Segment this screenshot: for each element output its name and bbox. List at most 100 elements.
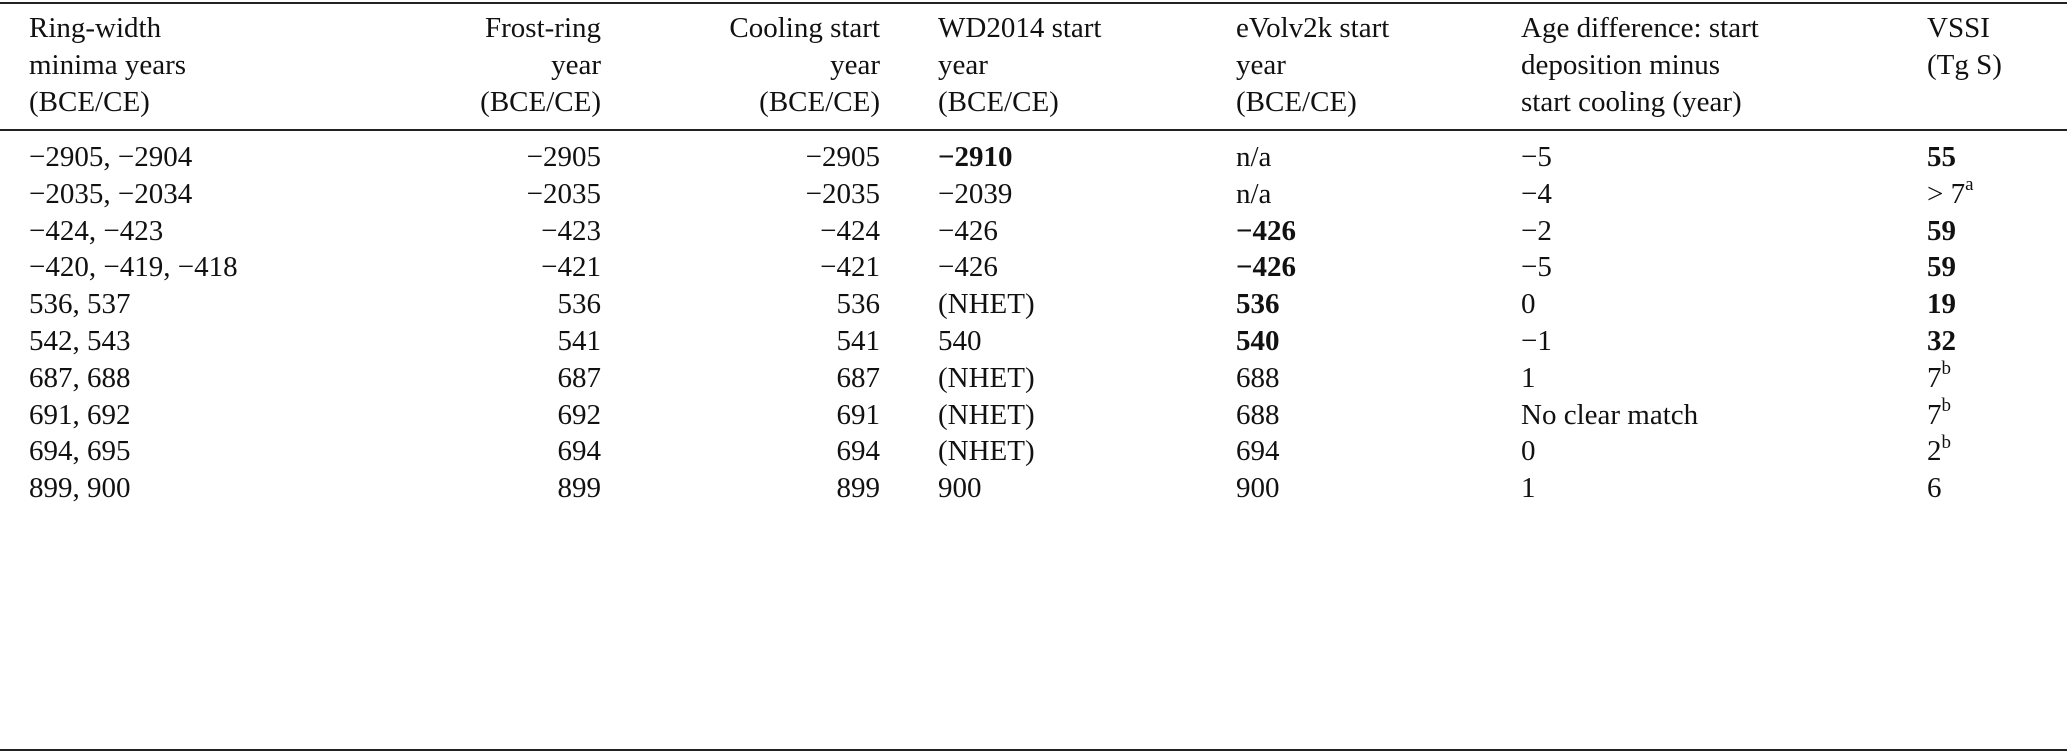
header-line: minima years year year year year deposition m… — [0, 47, 2067, 84]
cell-value: −424 — [820, 214, 880, 247]
table-cell: −4 — [1521, 176, 1552, 213]
table-cell: 900 — [938, 470, 982, 507]
table-cell: 541 — [558, 323, 602, 360]
column-header: VSSI — [1927, 12, 1990, 44]
cell-value: −5 — [1521, 141, 1552, 173]
table-cell: −2910 — [938, 139, 1013, 176]
table-cell: −5 — [1521, 249, 1552, 286]
cell-value: 0 — [1521, 435, 1536, 468]
table-cell: −2905 — [806, 139, 880, 176]
table-cell: 691 — [837, 397, 881, 434]
table-cell: 694 — [1236, 433, 1280, 470]
table-cell: −426 — [1236, 213, 1296, 250]
cell-value: 536 — [557, 288, 602, 321]
table-cell: 7b — [1927, 359, 1951, 397]
column-header: Cooling start — [729, 12, 880, 44]
cell-value: 541 — [836, 325, 881, 357]
table-cell: 688 — [1236, 360, 1280, 397]
table-cell: n/a — [1236, 176, 1271, 213]
cell-value: 692 — [557, 398, 602, 431]
header-line: Ring-width Frost-ring Cooling start WD2014 … — [0, 10, 2067, 47]
column-header: deposition minus — [1521, 49, 1720, 81]
table-cell: 32 — [1927, 323, 1956, 360]
table-cell: 688 — [1236, 397, 1280, 434]
table-cell: (NHET) — [938, 397, 1035, 434]
cell-value: 691 — [836, 398, 881, 431]
cell-value: 536 — [836, 288, 881, 321]
footnote-marker: a — [1965, 174, 1974, 196]
table-cell: 900 — [1236, 470, 1280, 507]
cell-value: −2039 — [938, 177, 1013, 210]
table-cell: 0 — [1521, 433, 1536, 470]
cell-value: −2035 — [526, 177, 601, 210]
cell-value: 541 — [557, 325, 602, 357]
table-cell: No clear match — [1521, 397, 1698, 434]
table-cell: −424, −423 — [29, 213, 163, 250]
cell-value: 900 — [1236, 472, 1280, 505]
cell-value: −2 — [1521, 214, 1552, 247]
cell-value: 540 — [938, 325, 982, 357]
cell-value: (NHET) — [938, 435, 1035, 468]
footnote-marker: b — [1941, 431, 1952, 453]
cell-value: 542, 543 — [29, 325, 131, 357]
cell-value: n/a — [1236, 141, 1272, 173]
table-cell: 55 — [1927, 139, 1956, 176]
header-line: (BCE/CE) (BCE/CE) (BCE/CE) (BCE/CE) (BCE/CE)… — [0, 84, 2067, 121]
cell-value: 694, 695 — [29, 435, 131, 468]
column-header: Frost-ring — [485, 12, 601, 44]
table-cell: 541 — [837, 323, 881, 360]
table-cell: 536, 537 — [29, 286, 131, 323]
cell-value: −426 — [1236, 214, 1297, 247]
cell-value: (NHET) — [938, 398, 1035, 431]
table-cell: 687 — [558, 360, 602, 397]
table-row: 899, 900 899 899 900 900 1 6 — [0, 470, 2067, 507]
cell-value: 694 — [557, 435, 602, 468]
table-cell: 6 — [1927, 470, 1942, 507]
column-header: year — [551, 49, 601, 81]
table-cell: 536 — [837, 286, 881, 323]
column-header: WD2014 start — [938, 12, 1102, 44]
table-cell: −426 — [1236, 249, 1296, 286]
cell-value: 536 — [1236, 288, 1280, 321]
column-header: start cooling (year) — [1521, 86, 1742, 118]
table-cell: (NHET) — [938, 433, 1035, 470]
cell-value: −2035 — [805, 177, 880, 210]
column-header: (Tg S) — [1927, 49, 2002, 81]
cell-value: −2035, −2034 — [29, 177, 193, 210]
table-cell: (NHET) — [938, 360, 1035, 397]
cell-value: (NHET) — [938, 288, 1035, 321]
footnote-marker: b — [1941, 394, 1952, 416]
table-cell: −423 — [541, 213, 601, 250]
column-header: (BCE/CE) — [759, 86, 880, 118]
table-cell: −420, −419, −418 — [29, 249, 238, 286]
table-cell: 7b — [1927, 394, 1952, 434]
table-cell: 536 — [1236, 286, 1280, 323]
table-row: 687, 688 687 687 (NHET) 688 1 7b — [0, 359, 2067, 397]
table-row: 536, 537 536 536 (NHET) 536 0 19 — [0, 286, 2067, 323]
cell-value: −2905 — [805, 141, 880, 173]
table-cell: 899 — [837, 470, 881, 507]
cell-value: 899 — [557, 472, 602, 505]
table-cell: −2035, −2034 — [29, 176, 192, 213]
cell-value: −421 — [541, 251, 601, 284]
column-header: year — [830, 49, 880, 81]
table-row: −2035, −2034 −2035 −2035 −2039 n/a −4 > 7a — [0, 174, 2067, 213]
cell-value: 899 — [836, 472, 881, 505]
cell-value: 688 — [1236, 361, 1280, 394]
table-row: 542, 543 541 541 540 540 −1 32 — [0, 323, 2067, 360]
cell-value: 900 — [938, 472, 982, 505]
cell-value: No clear match — [1521, 398, 1699, 431]
column-header: year — [938, 49, 988, 81]
table-cell: −5 — [1521, 139, 1552, 176]
column-header: Age difference: start — [1521, 12, 1759, 44]
table-cell: 536 — [558, 286, 602, 323]
top-rule — [0, 2, 2067, 4]
cell-value: −424, −423 — [29, 214, 164, 247]
cell-value: 688 — [1236, 398, 1280, 431]
cell-value: 59 — [1927, 251, 1956, 284]
cell-value: 540 — [1236, 325, 1280, 357]
table-cell: (NHET) — [938, 286, 1035, 323]
cell-value: 7 — [1927, 361, 1942, 394]
table-row: 691, 692 692 691 (NHET) 688 No clear match 7b — [0, 394, 2067, 434]
table-cell: −426 — [938, 213, 998, 250]
